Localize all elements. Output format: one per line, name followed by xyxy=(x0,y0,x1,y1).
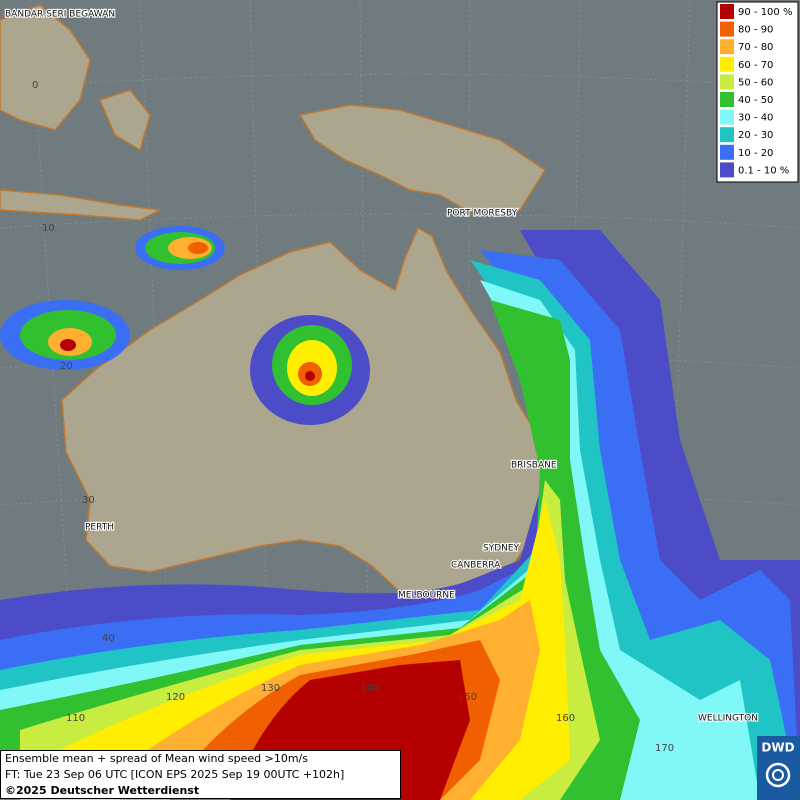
lat-label: 10 xyxy=(42,223,55,234)
lon-label: 130 xyxy=(261,683,280,694)
legend-label: 90 - 100 % xyxy=(738,7,792,18)
legend-swatch xyxy=(720,127,734,143)
lon-label: 170 xyxy=(655,743,674,754)
lat-label: 20 xyxy=(60,361,73,372)
city-label: PORT MORESBY xyxy=(447,209,518,219)
caption-line: FT: Tue 23 Sep 06 UTC [ICON EPS 2025 Sep… xyxy=(5,768,344,781)
city-label: BRISBANE xyxy=(511,461,557,471)
lon-label: 150 xyxy=(458,692,477,703)
legend-swatch xyxy=(720,74,734,90)
legend-label: 70 - 80 xyxy=(738,42,773,53)
logo-symbol xyxy=(772,769,784,781)
legend-label: 30 - 40 xyxy=(738,113,773,124)
city-label: BANDAR SERI BEGAWAN xyxy=(5,10,115,20)
legend-swatch xyxy=(720,109,734,125)
legend: 90 - 100 % 80 - 90 70 - 80 60 - 70 50 - 60 40… xyxy=(716,1,799,183)
legend-label: 40 - 50 xyxy=(738,95,773,106)
caption-line: ©2025 Deutscher Wetterdienst xyxy=(5,784,199,797)
city-label: SYDNEY xyxy=(483,544,520,554)
lon-label: 160 xyxy=(556,713,575,724)
grid-labels: 0 10 20 30 40 110 120 130 140 150 160 17… xyxy=(32,80,674,754)
city-label: WELLINGTON xyxy=(698,714,758,724)
lon-label: 110 xyxy=(66,713,85,724)
caption-line: Ensemble mean + spread of Mean wind spee… xyxy=(5,752,308,765)
legend-swatch xyxy=(720,4,734,19)
city-label: PERTH xyxy=(85,523,114,533)
legend-swatch xyxy=(720,39,734,55)
legend-swatch xyxy=(720,162,734,178)
legend-swatch xyxy=(720,92,734,107)
legend-label: 10 - 20 xyxy=(738,148,773,159)
legend-swatch xyxy=(720,21,734,37)
legend-label: 0.1 - 10 % xyxy=(738,165,789,176)
caption: Ensemble mean + spread of Mean wind spee… xyxy=(0,750,401,799)
lat-label: 40 xyxy=(102,633,115,644)
lat-label: 30 xyxy=(82,495,95,506)
legend-label: 60 - 70 xyxy=(738,60,773,71)
legend-label: 20 - 30 xyxy=(738,130,773,141)
logo-text: DWD xyxy=(761,741,794,755)
city-label: CANBERRA xyxy=(451,561,501,571)
caption-box xyxy=(0,750,401,799)
city-label: MELBOURNE xyxy=(398,591,455,601)
lon-label: 120 xyxy=(166,692,185,703)
legend-swatch xyxy=(720,144,734,160)
cities: BANDAR SERI BEGAWAN PORT MORESBY BRISBAN… xyxy=(4,8,759,724)
legend-swatch xyxy=(720,56,734,72)
logo: DWD xyxy=(757,736,800,800)
lat-label: 0 xyxy=(32,80,38,91)
legend-label: 50 - 60 xyxy=(738,77,773,88)
legend-label: 80 - 90 xyxy=(738,25,773,36)
logo-symbol xyxy=(765,762,791,788)
logo-box xyxy=(757,736,800,800)
lon-label: 140 xyxy=(360,683,379,694)
